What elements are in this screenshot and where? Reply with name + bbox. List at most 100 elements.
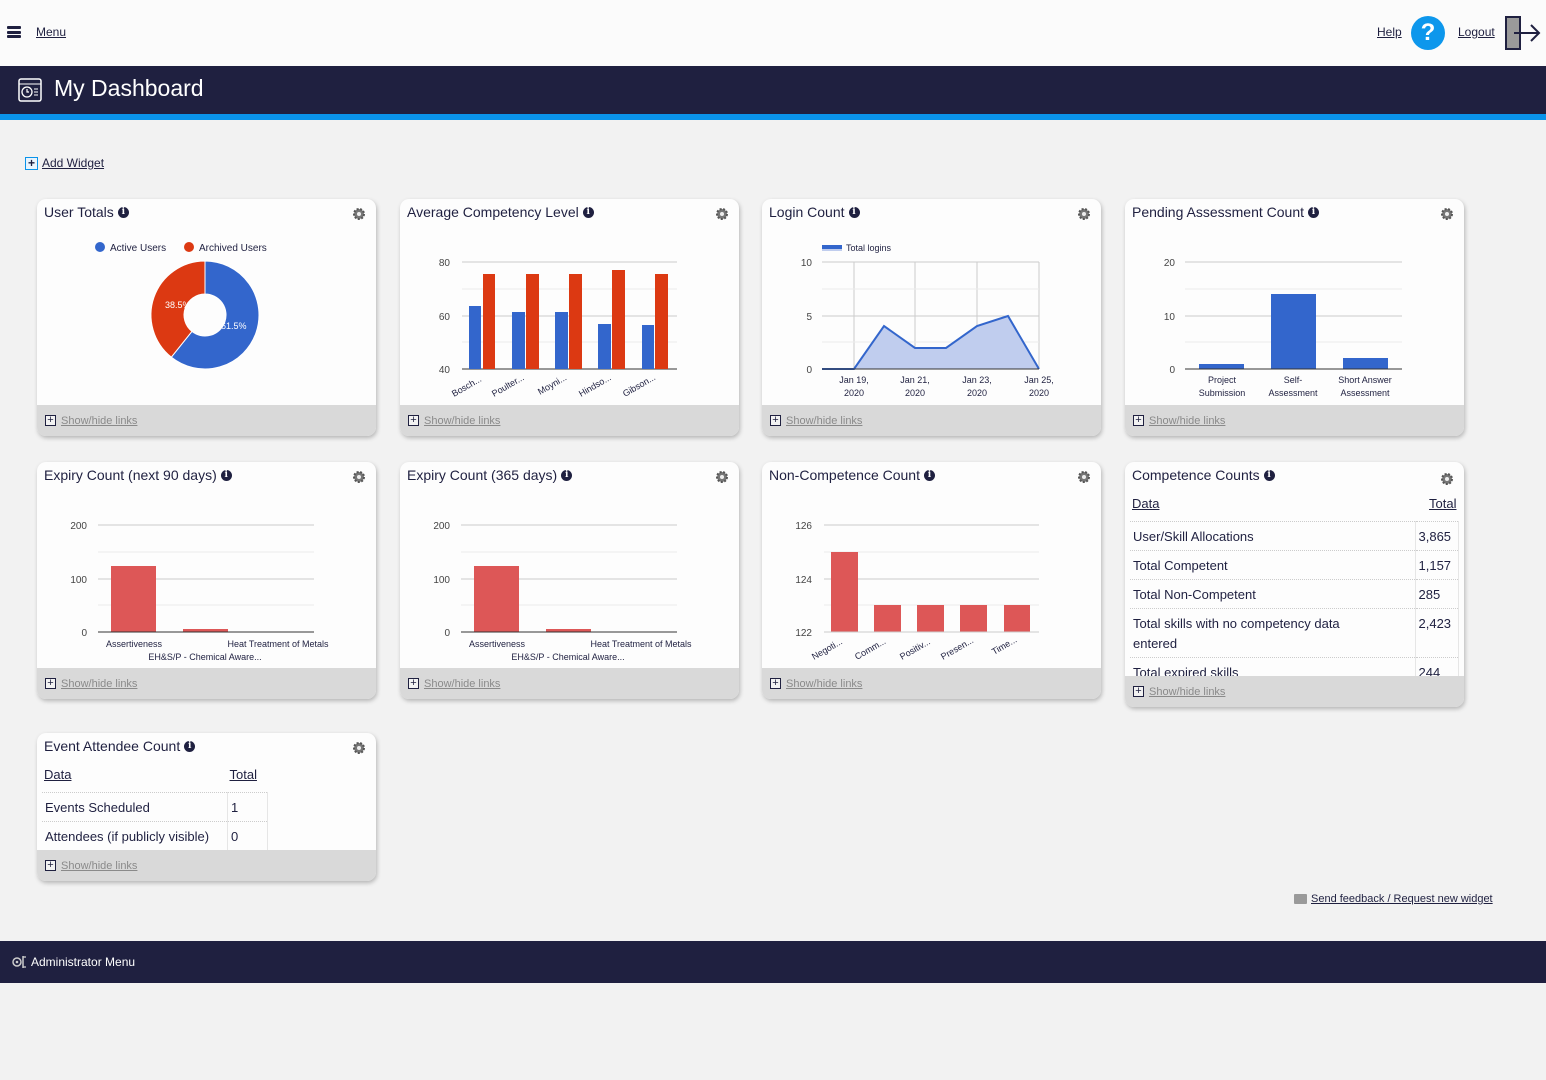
widget-title-text: Expiry Count (365 days): [407, 467, 558, 483]
gear-icon[interactable]: [1440, 207, 1454, 221]
svg-text:Jan 21,: Jan 21,: [900, 375, 930, 385]
widget-title: Login Count i: [769, 204, 860, 220]
row-value: 2,423: [1415, 608, 1459, 658]
top-bar: Menu Help ? Logout: [0, 0, 1546, 66]
svg-text:2020: 2020: [844, 388, 864, 398]
send-feedback-link[interactable]: Send feedback / Request new widget: [1294, 893, 1493, 905]
gear-icon[interactable]: [352, 207, 366, 221]
expand-icon: +: [1133, 415, 1144, 426]
page-header: My Dashboard: [0, 66, 1546, 120]
info-icon[interactable]: i: [220, 469, 232, 481]
widget-user-totals: User Totals i Active Users Archived Users…: [37, 199, 376, 436]
column-header-data[interactable]: Data: [44, 767, 72, 782]
logout-link[interactable]: Logout: [1458, 25, 1495, 39]
show-hide-links[interactable]: + Show/hide links: [37, 850, 376, 881]
svg-text:5: 5: [806, 312, 812, 323]
info-icon[interactable]: i: [1308, 206, 1319, 218]
column-header-total[interactable]: Total: [229, 767, 257, 782]
row-value: 1,157: [1415, 550, 1459, 580]
column-header-data[interactable]: Data: [1132, 496, 1160, 511]
widget-title: Pending Assessment Count i: [1132, 204, 1319, 220]
pie-chart: Active Users Archived Users 38.5% 61.5%: [95, 242, 267, 370]
svg-text:38.5%: 38.5%: [165, 300, 191, 310]
svg-text:61.5%: 61.5%: [221, 321, 247, 331]
svg-text:40: 40: [439, 365, 451, 376]
gear-icon[interactable]: [715, 470, 729, 484]
show-hide-links-label: Show/hide links: [61, 859, 138, 872]
info-icon[interactable]: i: [184, 740, 196, 752]
show-hide-links[interactable]: + Show/hide links: [762, 668, 1101, 699]
bar-chart: 20 10 0 Project Submission Self- Assessmen…: [1164, 258, 1402, 398]
add-widget-label: Add Widget: [42, 156, 105, 170]
menu-label: Menu: [36, 25, 67, 39]
svg-text:Comm...: Comm...: [853, 636, 887, 662]
gear-icon[interactable]: [352, 470, 366, 484]
administrator-menu[interactable]: Administrator Menu: [0, 941, 1546, 983]
info-icon[interactable]: i: [848, 206, 860, 218]
svg-text:10: 10: [801, 258, 813, 269]
svg-text:80: 80: [439, 258, 451, 269]
bar-chart: 80 60 40 Bosch... Poulter... Moyni... Hi…: [439, 258, 677, 399]
show-hide-links[interactable]: + Show/hide links: [37, 405, 376, 436]
widget-title-text: Average Competency Level: [407, 204, 579, 220]
widget-title-text: Expiry Count (next 90 days): [44, 467, 217, 483]
widget-expiry-365-days: Expiry Count (365 days) i 200 100 0 Asser…: [400, 462, 739, 699]
info-icon[interactable]: i: [561, 469, 573, 481]
area-chart: Total logins 10 5 0 Jan 19, 2020 Jan 21, 2…: [801, 243, 1054, 398]
svg-text:2020: 2020: [967, 388, 987, 398]
svg-text:Heat Treatment of Metals: Heat Treatment of Metals: [590, 639, 692, 649]
show-hide-links[interactable]: + Show/hide links: [400, 668, 739, 699]
gear-icon[interactable]: [1077, 470, 1091, 484]
expand-icon: +: [45, 415, 56, 426]
svg-text:Jan 19,: Jan 19,: [839, 375, 869, 385]
widget-login-count: Login Count i Total logins 10 5 0 Jan 19,…: [762, 199, 1101, 436]
help-icon[interactable]: ?: [1411, 16, 1445, 50]
svg-text:Bosch...: Bosch...: [450, 374, 483, 399]
show-hide-links-label: Show/hide links: [786, 677, 863, 690]
row-value: 1: [227, 792, 268, 822]
row-label: Total Competent: [1130, 550, 1416, 580]
add-widget-button[interactable]: + Add Widget: [25, 156, 104, 170]
widget-title: Average Competency Level i: [407, 204, 594, 220]
svg-text:Assessment: Assessment: [1340, 388, 1390, 398]
gear-icon[interactable]: [352, 741, 366, 755]
help-link[interactable]: Help: [1377, 25, 1402, 39]
gear-icon[interactable]: [1440, 472, 1454, 486]
svg-text:Short Answer: Short Answer: [1338, 375, 1392, 385]
svg-text:124: 124: [795, 575, 812, 586]
info-icon[interactable]: i: [1263, 469, 1275, 481]
show-hide-links[interactable]: + Show/hide links: [1125, 405, 1464, 436]
svg-text:Self-: Self-: [1284, 375, 1303, 385]
column-header-total[interactable]: Total: [1429, 496, 1457, 511]
row-value: 3,865: [1415, 521, 1459, 551]
show-hide-links[interactable]: + Show/hide links: [1125, 676, 1464, 707]
svg-text:Gibson...: Gibson...: [621, 372, 657, 399]
row-label: Total Non-Competent: [1130, 579, 1416, 609]
show-hide-links[interactable]: + Show/hide links: [762, 405, 1101, 436]
info-icon[interactable]: i: [582, 206, 594, 218]
svg-text:122: 122: [795, 628, 812, 639]
svg-text:Time...: Time...: [990, 634, 1019, 656]
show-hide-links[interactable]: + Show/hide links: [37, 668, 376, 699]
expand-icon: +: [770, 678, 781, 689]
gear-icon[interactable]: [715, 207, 729, 221]
widget-title-text: Pending Assessment Count: [1132, 204, 1304, 220]
svg-text:Hindso...: Hindso...: [577, 372, 613, 398]
envelope-icon: [1294, 894, 1307, 904]
widget-title-text: Competence Counts: [1132, 467, 1260, 483]
table-row: Attendees (if publicly visible) 0: [42, 821, 268, 850]
info-icon[interactable]: i: [117, 206, 129, 218]
show-hide-links[interactable]: + Show/hide links: [400, 405, 739, 436]
event-attendee-table: Data Total Events Scheduled 1 Attendees (…: [42, 763, 268, 850]
menu-button[interactable]: Menu: [7, 25, 66, 39]
svg-text:200: 200: [433, 521, 450, 532]
svg-text:Presen...: Presen...: [939, 635, 975, 662]
widget-title-text: User Totals: [44, 204, 114, 220]
logout-icon[interactable]: [1504, 16, 1542, 50]
svg-text:Assertiveness: Assertiveness: [469, 639, 526, 649]
widget-event-attendee-count: Event Attendee Count i Data Total Events …: [37, 733, 376, 881]
show-hide-links-label: Show/hide links: [61, 677, 138, 690]
info-icon[interactable]: i: [923, 469, 935, 481]
gear-icon[interactable]: [1077, 207, 1091, 221]
svg-text:0: 0: [81, 628, 87, 639]
